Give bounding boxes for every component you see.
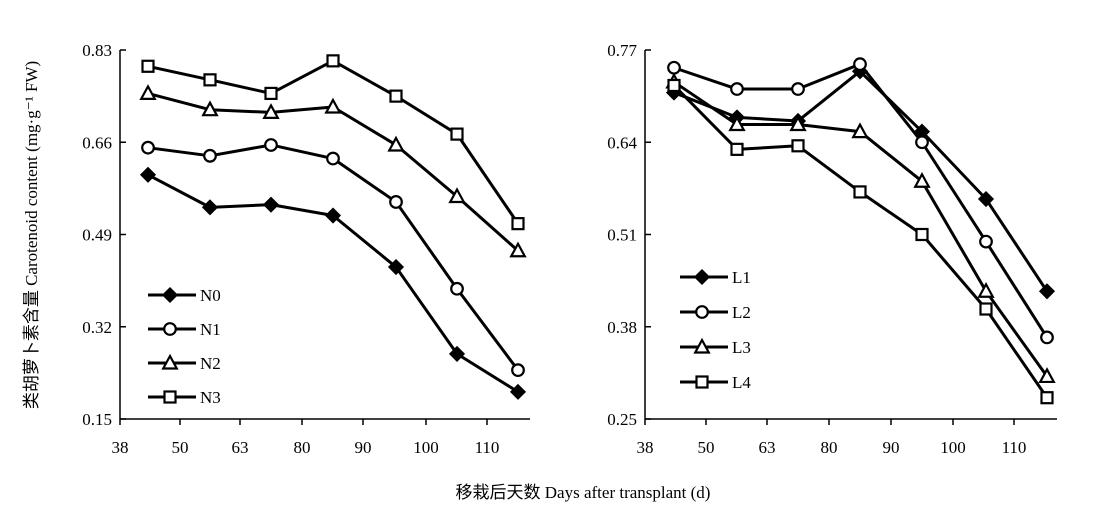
right-point-L2: [853, 57, 867, 72]
right-x-tick-label: 100: [940, 438, 966, 457]
left-point-N3: [389, 89, 403, 103]
right-panel: 0.25 0.38 0.51 0.64 0.77 38 50 63 80 90 100 110 L1 L2…: [607, 41, 1057, 457]
left-point-N3: [326, 54, 340, 68]
right-legend-label-L2: L2: [732, 303, 751, 322]
right-point-L3: [1038, 367, 1056, 384]
right-legend-marker-L3: [693, 337, 711, 354]
right-series-line-L1: [673, 69, 1049, 293]
right-x-tick-label: 63: [759, 438, 776, 457]
right-point-L4: [791, 139, 805, 153]
left-point-N3: [203, 73, 217, 87]
left-point-N0: [201, 199, 219, 216]
right-legend-marker-L1: [693, 268, 711, 286]
left-point-N0: [324, 207, 342, 224]
left-point-N2: [324, 97, 342, 114]
left-legend-label-N3: N3: [200, 388, 221, 407]
left-point-N2: [387, 135, 405, 152]
right-point-L3: [913, 171, 931, 188]
x-axis-title: 移栽后天数 Days after transplant (d): [456, 483, 711, 502]
left-series-line-N2: [147, 91, 519, 252]
y-axis-title: 类胡萝卜素含量 Carotenoid content (mg·g⁻¹ FW): [22, 61, 41, 409]
left-point-N1: [264, 138, 278, 152]
left-legend-marker-N3: [163, 390, 177, 404]
left-point-N0: [448, 345, 466, 362]
left-y-tick-label: 0.15: [82, 410, 112, 429]
left-legend-label-N2: N2: [200, 354, 221, 373]
right-point-L4: [730, 142, 744, 156]
left-x-tick-label: 100: [413, 438, 439, 457]
left-x-tick-label: 110: [475, 438, 500, 457]
right-y-tick-label: 0.64: [607, 133, 637, 152]
right-x-tick-label: 38: [637, 438, 654, 457]
left-y-tick-label: 0.66: [82, 133, 112, 152]
left-point-N3: [141, 59, 155, 73]
right-legend-marker-L4: [695, 375, 709, 389]
left-point-N2: [139, 84, 157, 101]
right-point-L2: [791, 82, 805, 96]
left-point-N1: [203, 148, 217, 163]
right-y-tick-label: 0.25: [607, 410, 637, 429]
left-point-N0: [509, 383, 527, 400]
left-point-N1: [389, 195, 403, 209]
left-legend-marker-N1: [163, 322, 177, 336]
right-point-L2: [915, 135, 929, 150]
right-point-L2: [730, 82, 744, 96]
right-point-L2: [667, 60, 681, 75]
right-legend-label-L3: L3: [732, 338, 751, 357]
right-point-L2: [979, 234, 993, 249]
right-point-L4: [1040, 391, 1054, 405]
left-point-N3: [264, 86, 278, 101]
left-point-N1: [511, 363, 525, 378]
left-x-tick-label: 90: [355, 438, 372, 457]
left-legend-label-N0: N0: [200, 286, 221, 305]
left-point-N0: [387, 259, 405, 276]
left-panel: 0.15 0.32 0.49 0.66 0.83 38 50 63 80 90 100 110 N0 N1…: [82, 41, 530, 457]
right-point-L4: [915, 227, 929, 242]
right-x-tick-label: 50: [698, 438, 715, 457]
right-point-L1: [977, 190, 995, 208]
left-x-tick-label: 38: [112, 438, 129, 457]
right-point-L3: [789, 115, 807, 132]
left-point-N0: [139, 166, 157, 183]
left-x-tick-label: 50: [172, 438, 189, 457]
left-x-tick-label: 63: [232, 438, 249, 457]
left-point-N3: [450, 127, 464, 141]
right-x-tick-label: 80: [821, 438, 838, 457]
right-point-L4: [979, 302, 993, 316]
left-legend-marker-N2: [161, 353, 179, 370]
right-point-L3: [851, 122, 869, 139]
left-point-N2: [509, 241, 527, 258]
right-y-tick-label: 0.38: [607, 318, 637, 337]
left-y-tick-label: 0.83: [82, 41, 112, 60]
right-point-L3: [977, 281, 995, 298]
left-point-N2: [448, 187, 466, 204]
right-legend-label-L1: L1: [732, 268, 751, 287]
left-y-tick-label: 0.32: [82, 318, 112, 337]
left-point-N1: [450, 281, 464, 296]
right-legend-marker-L2: [695, 305, 709, 319]
left-point-N0: [262, 196, 280, 213]
left-x-tick-label: 80: [294, 438, 311, 457]
left-legend-marker-N0: [161, 286, 179, 304]
right-legend-label-L4: L4: [732, 373, 751, 392]
left-legend-label-N1: N1: [200, 320, 221, 339]
right-y-tick-label: 0.77: [607, 41, 637, 60]
left-point-N2: [262, 103, 280, 120]
right-x-tick-label: 90: [883, 438, 900, 457]
left-point-N1: [326, 151, 340, 166]
right-point-L1: [1038, 283, 1056, 300]
left-point-N3: [511, 217, 525, 231]
right-x-tick-label: 110: [1002, 438, 1027, 457]
right-point-L2: [1040, 330, 1054, 345]
left-point-N2: [201, 100, 219, 117]
right-point-L3: [728, 115, 746, 132]
left-y-tick-label: 0.49: [82, 226, 112, 245]
right-point-L4: [667, 78, 681, 93]
right-point-L4: [853, 185, 867, 199]
left-point-N1: [141, 140, 155, 155]
right-y-tick-label: 0.51: [607, 226, 637, 245]
